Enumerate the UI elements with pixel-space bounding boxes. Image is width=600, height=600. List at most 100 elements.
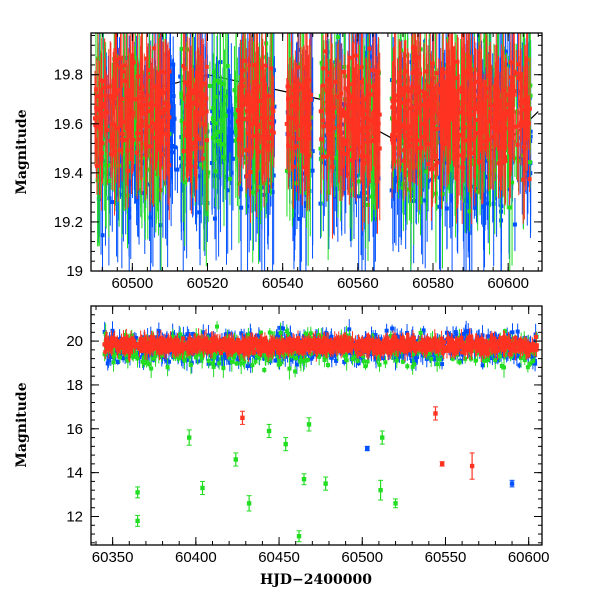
data-point <box>373 131 378 136</box>
data-point <box>135 96 140 101</box>
data-point <box>227 176 232 181</box>
data-point <box>194 102 199 107</box>
data-point <box>425 84 430 89</box>
data-point <box>147 182 152 187</box>
data-point <box>434 140 439 145</box>
data-point <box>341 111 346 116</box>
data-point <box>375 139 380 144</box>
data-point <box>403 102 408 107</box>
data-point <box>97 126 102 131</box>
data-point <box>438 116 443 121</box>
data-point <box>480 158 485 163</box>
data-point <box>148 215 153 220</box>
data-point <box>410 359 415 364</box>
data-point <box>509 113 514 118</box>
data-point <box>139 94 144 99</box>
data-point <box>342 142 347 147</box>
data-point <box>296 65 301 70</box>
data-point <box>415 89 420 94</box>
data-point <box>371 137 376 142</box>
x-tick-label: 60520 <box>187 275 229 292</box>
data-point <box>224 156 229 161</box>
data-point <box>255 115 260 120</box>
data-point <box>155 91 160 96</box>
data-point <box>458 117 463 122</box>
data-point <box>99 156 104 161</box>
data-point <box>198 89 203 94</box>
data-point <box>482 38 487 43</box>
data-point <box>331 115 336 120</box>
data-point <box>244 174 249 179</box>
data-point <box>506 112 511 117</box>
data-point <box>403 110 408 115</box>
data-point <box>272 104 277 109</box>
data-point <box>289 104 294 109</box>
data-point <box>92 116 97 121</box>
data-point <box>294 116 299 121</box>
data-point <box>263 116 268 121</box>
data-point <box>417 146 422 151</box>
data-point <box>361 125 366 130</box>
data-point <box>352 130 357 135</box>
x-tick-label: 60540 <box>262 275 304 292</box>
data-point <box>318 146 323 151</box>
data-point <box>435 126 440 131</box>
data-point <box>461 75 466 80</box>
data-point <box>391 114 396 119</box>
data-point <box>469 73 474 78</box>
data-point <box>144 56 149 61</box>
data-point <box>210 135 215 140</box>
data-point <box>436 87 441 92</box>
data-point <box>121 90 126 95</box>
data-point <box>250 190 255 195</box>
data-point <box>359 153 364 158</box>
data-point <box>368 119 373 124</box>
data-point <box>213 121 218 126</box>
data-point <box>204 179 209 184</box>
data-point <box>512 156 517 161</box>
data-point <box>362 77 367 82</box>
data-point <box>240 78 245 83</box>
data-point <box>192 141 197 146</box>
data-point <box>244 116 249 121</box>
data-point <box>175 167 180 172</box>
data-point <box>110 200 115 205</box>
data-point <box>103 93 108 98</box>
data-point <box>260 109 265 114</box>
data-point <box>333 79 338 84</box>
data-point <box>323 49 328 54</box>
data-point <box>462 88 467 93</box>
data-point <box>145 167 150 172</box>
data-point <box>164 97 169 102</box>
data-point <box>292 179 297 184</box>
data-point <box>170 119 175 124</box>
data-point <box>487 71 492 76</box>
data-point <box>401 93 406 98</box>
data-point <box>426 162 431 167</box>
data-point <box>270 190 275 195</box>
data-point <box>420 168 425 173</box>
top-data-marks <box>92 33 539 271</box>
data-point <box>110 134 115 139</box>
data-point <box>161 118 166 123</box>
data-point <box>271 109 276 114</box>
data-point <box>220 98 225 103</box>
data-point <box>525 95 530 100</box>
data-point <box>206 170 211 175</box>
data-point <box>491 135 496 140</box>
data-point <box>436 112 441 117</box>
data-point <box>268 100 273 105</box>
data-point <box>401 122 406 127</box>
data-point <box>222 143 227 148</box>
data-point <box>448 86 453 91</box>
data-point <box>521 107 526 112</box>
data-point <box>178 74 183 79</box>
data-point <box>410 138 415 143</box>
data-point <box>321 118 326 123</box>
data-point <box>319 60 324 65</box>
data-point <box>344 152 349 157</box>
data-point <box>359 191 364 196</box>
data-point <box>200 112 205 117</box>
data-point <box>404 173 409 178</box>
data-point <box>222 155 227 160</box>
